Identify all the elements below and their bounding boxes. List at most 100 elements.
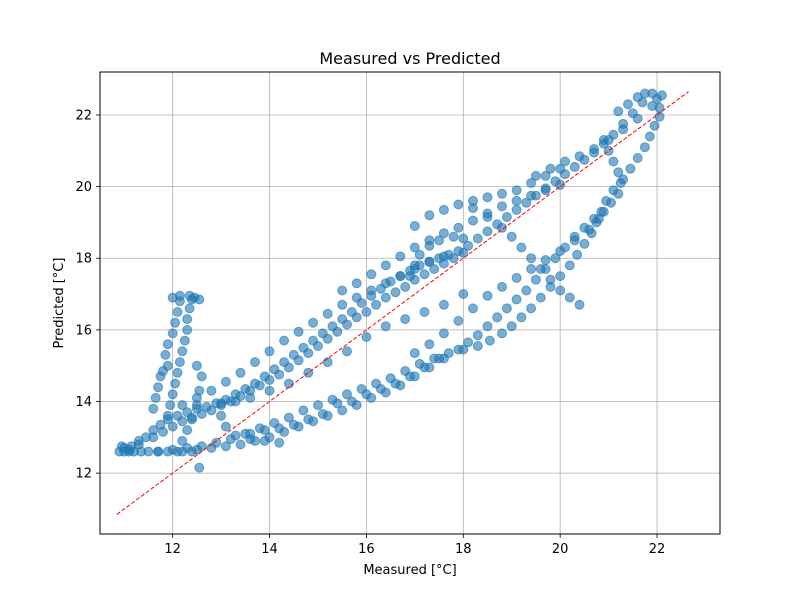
data-point [472, 233, 483, 244]
data-point [613, 167, 624, 178]
data-point [589, 144, 600, 154]
data-point [409, 242, 420, 253]
data-point [322, 308, 333, 319]
data-point [550, 253, 561, 264]
data-point [618, 124, 629, 135]
data-point [177, 346, 188, 357]
data-point [177, 446, 188, 457]
data-point [424, 256, 435, 267]
identity-reference-line [116, 91, 689, 515]
plot-area-frame [99, 71, 721, 535]
data-point [245, 428, 256, 439]
data-point [351, 312, 362, 323]
data-point [400, 281, 411, 292]
data-point [342, 389, 352, 400]
data-point [540, 185, 551, 196]
data-point [530, 274, 541, 285]
data-point [337, 299, 348, 310]
data-point [555, 179, 566, 190]
data-point [274, 423, 285, 434]
data-point [424, 339, 435, 350]
data-point [438, 228, 449, 239]
data-point [187, 446, 197, 457]
data-point [608, 156, 619, 167]
data-point [279, 335, 290, 346]
data-point [511, 272, 522, 283]
data-point [632, 113, 643, 124]
data-point [409, 260, 420, 271]
x-tick-label: 20 [552, 542, 569, 557]
data-point [584, 224, 595, 235]
data-point [521, 285, 532, 296]
data-point [438, 328, 449, 339]
data-point [434, 235, 445, 246]
data-point [235, 439, 246, 450]
data-point [264, 375, 275, 385]
data-point [482, 290, 493, 301]
data-point [492, 312, 503, 323]
data-point [511, 195, 522, 206]
data-point [560, 156, 570, 167]
data-point [526, 303, 537, 314]
data-point [187, 414, 197, 425]
data-point [526, 264, 537, 274]
data-point [250, 357, 260, 368]
data-point [264, 385, 275, 396]
data-point [482, 192, 493, 203]
data-point [545, 274, 556, 285]
data-point [196, 409, 207, 419]
data-point [438, 251, 449, 262]
data-point [555, 246, 566, 257]
y-tick-label: 16 [75, 323, 92, 338]
data-point [337, 285, 348, 296]
data-point [511, 294, 522, 305]
data-point [366, 285, 377, 296]
data-point [167, 389, 178, 400]
data-point [535, 292, 546, 303]
data-point [245, 392, 256, 403]
data-point [448, 253, 459, 264]
data-point [497, 188, 507, 199]
data-point [177, 416, 188, 427]
data-point [424, 240, 435, 251]
data-point [564, 292, 575, 303]
data-point [613, 188, 624, 199]
data-point [313, 400, 323, 411]
data-point [390, 287, 401, 298]
y-tick-label: 18 [75, 252, 92, 267]
data-point [179, 335, 190, 346]
data-point [143, 446, 154, 457]
data-point [649, 120, 660, 131]
data-point [615, 178, 626, 188]
data-point [540, 170, 551, 181]
data-point [361, 332, 372, 342]
data-point [414, 249, 425, 260]
data-point [482, 212, 493, 222]
data-point [424, 210, 435, 221]
data-point [259, 435, 270, 446]
data-point [150, 392, 161, 403]
grid-layer [100, 72, 720, 534]
data-point [342, 346, 352, 357]
data-point [458, 247, 469, 258]
data-point [564, 260, 575, 271]
data-point [322, 333, 333, 344]
data-point [380, 260, 391, 271]
reference-line-layer [116, 91, 689, 515]
data-point [160, 349, 171, 360]
data-point [409, 348, 420, 359]
data-point [177, 400, 188, 411]
y-axis-label: Predicted [°C] [52, 258, 67, 349]
data-point [196, 371, 207, 382]
data-point [254, 380, 265, 391]
data-point [313, 341, 323, 351]
data-point [220, 441, 231, 452]
data-point [346, 396, 357, 407]
data-point [419, 269, 430, 280]
data-point [497, 201, 507, 212]
data-point [206, 405, 217, 416]
data-point [332, 398, 343, 409]
data-point [361, 307, 372, 317]
data-point [429, 264, 440, 274]
